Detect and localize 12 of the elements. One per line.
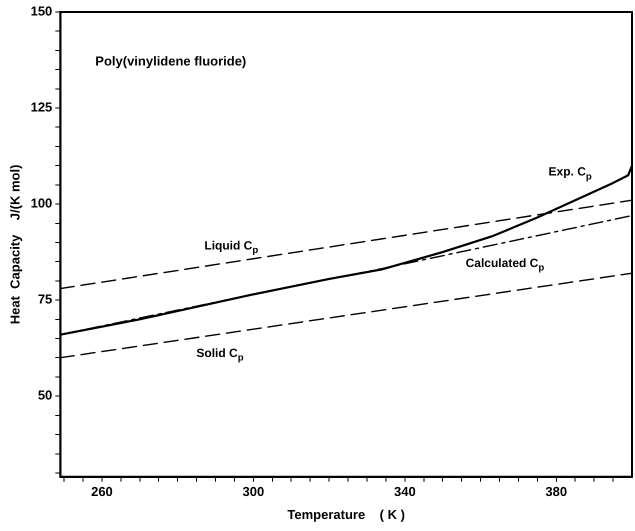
y-tick-label: 50 xyxy=(38,388,52,403)
x-tick-label: 260 xyxy=(91,484,113,500)
y-tick-label: 75 xyxy=(38,292,52,307)
y-tick-label: 125 xyxy=(30,100,52,115)
x-tick-label: 380 xyxy=(545,484,568,500)
x-tick-label: 300 xyxy=(242,484,264,500)
x-tick-label: 340 xyxy=(394,484,416,500)
y-axis-title: Heat Capacity J/(K mol) xyxy=(7,164,22,324)
x-axis-title: Temperature ( K ) xyxy=(287,506,405,522)
y-tick-label: 150 xyxy=(30,4,52,19)
y-tick-label: 100 xyxy=(30,196,52,211)
annotation: Poly(vinylidene fluoride) xyxy=(95,54,246,69)
